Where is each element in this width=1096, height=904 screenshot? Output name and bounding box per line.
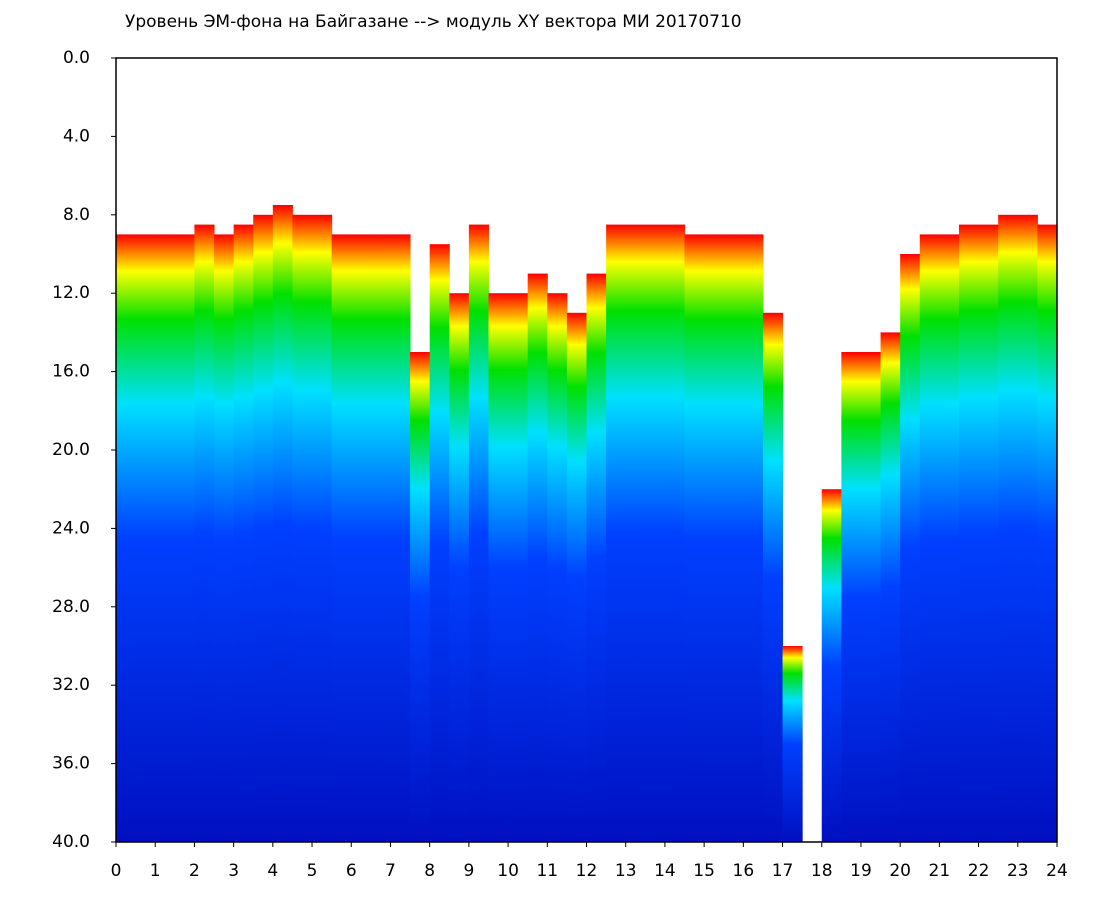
spectral-column [194,224,215,843]
spectral-column [155,234,176,842]
x-tick-label: 2 [189,861,200,881]
spectral-column [900,254,921,842]
spectral-column [919,234,940,842]
spectral-column [410,352,431,842]
y-tick-label: 24.0 [52,518,90,538]
spectral-column [958,224,980,843]
spectral-column [449,293,470,842]
spectral-column [566,312,587,842]
spectral-column [1037,224,1058,843]
spectral-column [508,293,529,842]
x-tick-label: 21 [929,861,951,881]
spectral-column [527,273,548,843]
x-tick-label: 23 [1007,861,1029,881]
y-tick-label: 12.0 [52,283,90,303]
spectral-column [116,234,137,842]
x-tick-label: 17 [772,861,794,881]
x-tick-label: 9 [463,861,474,881]
spectral-column [743,234,764,842]
spectral-column [331,234,352,842]
spectral-column [488,293,509,842]
y-tick-label: 8.0 [63,205,90,225]
x-tick-label: 13 [615,861,637,881]
x-tick-label: 7 [385,861,396,881]
y-tick-label: 40.0 [52,832,90,852]
spectral-column [586,273,607,843]
spectral-column [978,224,999,843]
x-tick-label: 15 [693,861,715,881]
spectral-column [625,224,646,843]
spectral-column [998,214,1019,843]
x-tick-label: 16 [733,861,755,881]
y-tick-label: 28.0 [52,597,90,617]
spectral-column [351,234,372,842]
y-tick-label: 4.0 [63,126,90,146]
spectral-column [468,224,489,843]
spectral-column [233,224,254,843]
spectral-column [821,489,842,842]
y-tick-label: 0.0 [63,48,90,68]
spectral-column [645,224,666,843]
spectral-column [704,234,725,842]
spectral-column [135,234,156,842]
spectral-column [762,312,784,842]
y-tick-label: 16.0 [52,362,90,382]
spectral-column [860,352,882,842]
spectral-column [390,234,411,842]
x-tick-label: 1 [150,861,161,881]
y-tick-label: 36.0 [52,754,90,774]
x-tick-label: 5 [307,861,318,881]
x-tick-label: 18 [811,861,833,881]
x-tick-label: 10 [497,861,519,881]
x-tick-label: 3 [228,861,239,881]
x-tick-label: 22 [968,861,990,881]
x-tick-label: 0 [111,861,122,881]
spectral-column [606,224,627,843]
spectral-column [272,205,293,842]
spectral-column [664,224,686,843]
spectral-column [880,332,901,842]
chart-title: Уровень ЭМ-фона на Байгазане --> модуль … [125,12,742,32]
x-tick-label: 24 [1046,861,1068,881]
spectral-column [429,244,450,842]
spectral-column [841,352,862,842]
y-tick-label: 32.0 [52,675,90,695]
spectral-column [370,234,391,842]
spectral-column [939,234,960,842]
x-tick-label: 14 [654,861,676,881]
spectral-column [312,214,333,843]
x-tick-label: 6 [346,861,357,881]
x-tick-label: 8 [424,861,435,881]
x-tick-label: 12 [576,861,598,881]
x-tick-label: 20 [889,861,911,881]
spectral-column [547,293,568,842]
x-tick-label: 11 [536,861,558,881]
spectral-column [1017,214,1038,843]
x-tick-label: 19 [850,861,872,881]
spectral-column [214,234,235,842]
spectral-column [684,234,705,842]
spectral-column [723,234,744,842]
spectral-column [292,214,313,843]
spectral-column [253,214,274,843]
y-tick-label: 20.0 [52,440,90,460]
spectral-column [782,646,803,842]
spectral-column [174,234,195,842]
x-tick-label: 4 [267,861,278,881]
